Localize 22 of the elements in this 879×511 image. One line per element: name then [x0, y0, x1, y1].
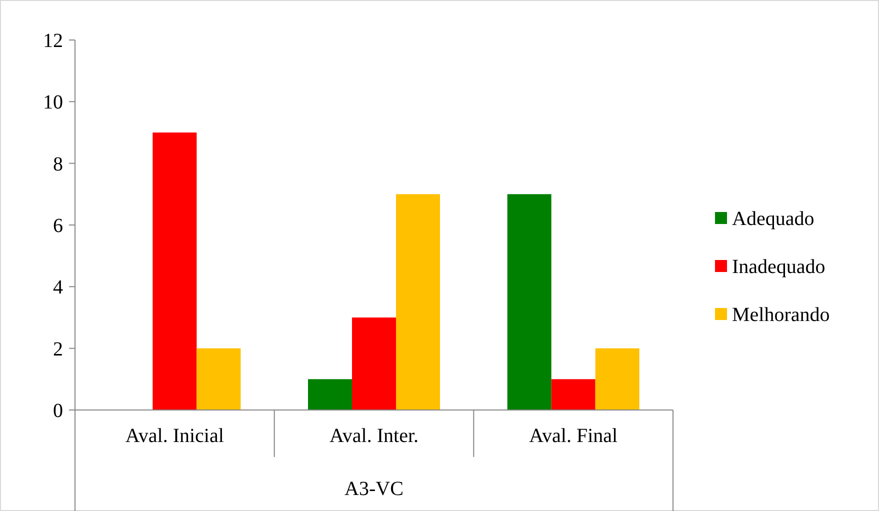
y-tick-label: 8: [53, 153, 63, 176]
x-tick-label: Aval. Inter.: [329, 425, 419, 447]
bar: [396, 194, 440, 410]
legend-label: Adequado: [732, 208, 814, 230]
y-tick-label: 0: [53, 400, 63, 422]
y-tick-label: 12: [43, 30, 63, 52]
y-tick-label: 2: [53, 338, 63, 360]
bar: [507, 194, 552, 410]
legend-label: Melhorando: [732, 304, 830, 326]
x-tick-label: Aval. Inicial: [125, 425, 224, 447]
legend-label: Inadequado: [732, 256, 826, 278]
x-axis-title: A3-VC: [344, 478, 404, 500]
bar: [352, 318, 396, 410]
y-tick-label: 4: [53, 276, 63, 299]
bar: [152, 132, 197, 410]
x-tick-label: Aval. Final: [529, 425, 618, 447]
bar: [595, 348, 640, 410]
y-tick-label: 6: [53, 215, 63, 237]
bar: [196, 348, 241, 410]
y-tick-label: 10: [43, 92, 63, 114]
bar: [308, 379, 352, 410]
bar: [551, 379, 596, 410]
